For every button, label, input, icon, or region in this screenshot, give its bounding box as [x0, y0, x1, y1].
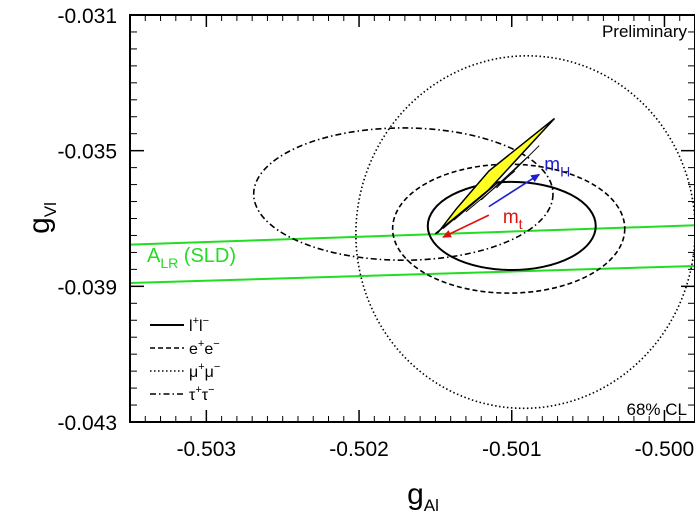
x-tick-label: -0.503	[177, 438, 237, 461]
arrow-label-mh: mH	[544, 154, 570, 179]
axis-ticks	[129, 14, 695, 423]
legend-entry-label: l+l−	[189, 315, 209, 335]
x-tick-label: -0.500	[635, 438, 695, 461]
sm-prediction-line-1	[453, 180, 500, 221]
x-tick-label: -0.501	[482, 438, 542, 461]
sm-prediction-line-3	[480, 157, 528, 201]
y-tick-label: -0.035	[57, 141, 117, 164]
sld-band-upper-line	[130, 224, 695, 246]
legend: l+l− e+e− μ+μ− τ+τ−	[150, 315, 220, 404]
y-axis-label: gVl	[23, 202, 60, 234]
x-tick-label: -0.502	[329, 438, 389, 461]
arrow-mt	[442, 214, 490, 238]
sld-band-lower-line	[130, 264, 695, 284]
y-tick-label: -0.031	[57, 5, 117, 28]
axis-tick-labels: -0.503 -0.502 -0.501 -0.500 -0.031 -0.035 -0.0…	[57, 5, 694, 461]
ellipse-tau+tau-	[252, 127, 554, 262]
arrow-label-mt: mt	[503, 207, 523, 232]
arrow-mh	[488, 173, 541, 208]
legend-entry-label: τ+τ−	[189, 384, 215, 404]
y-tick-label: -0.039	[57, 276, 117, 299]
sld-band-label: ALR (SLD)	[147, 245, 236, 271]
x-axis-label: gAl	[407, 478, 439, 515]
legend-entry-label: μ+μ−	[189, 361, 220, 381]
legend-entry-label: e+e−	[189, 338, 220, 358]
confidence-level-label: 68% CL	[627, 400, 687, 419]
ellipse-l+l-	[426, 180, 597, 272]
plot-area: ALR (SLD) mH mt	[130, 55, 695, 410]
sm-prediction-line-4	[496, 145, 540, 189]
y-tick-label: -0.043	[57, 412, 117, 435]
preliminary-label: Preliminary	[602, 22, 688, 41]
